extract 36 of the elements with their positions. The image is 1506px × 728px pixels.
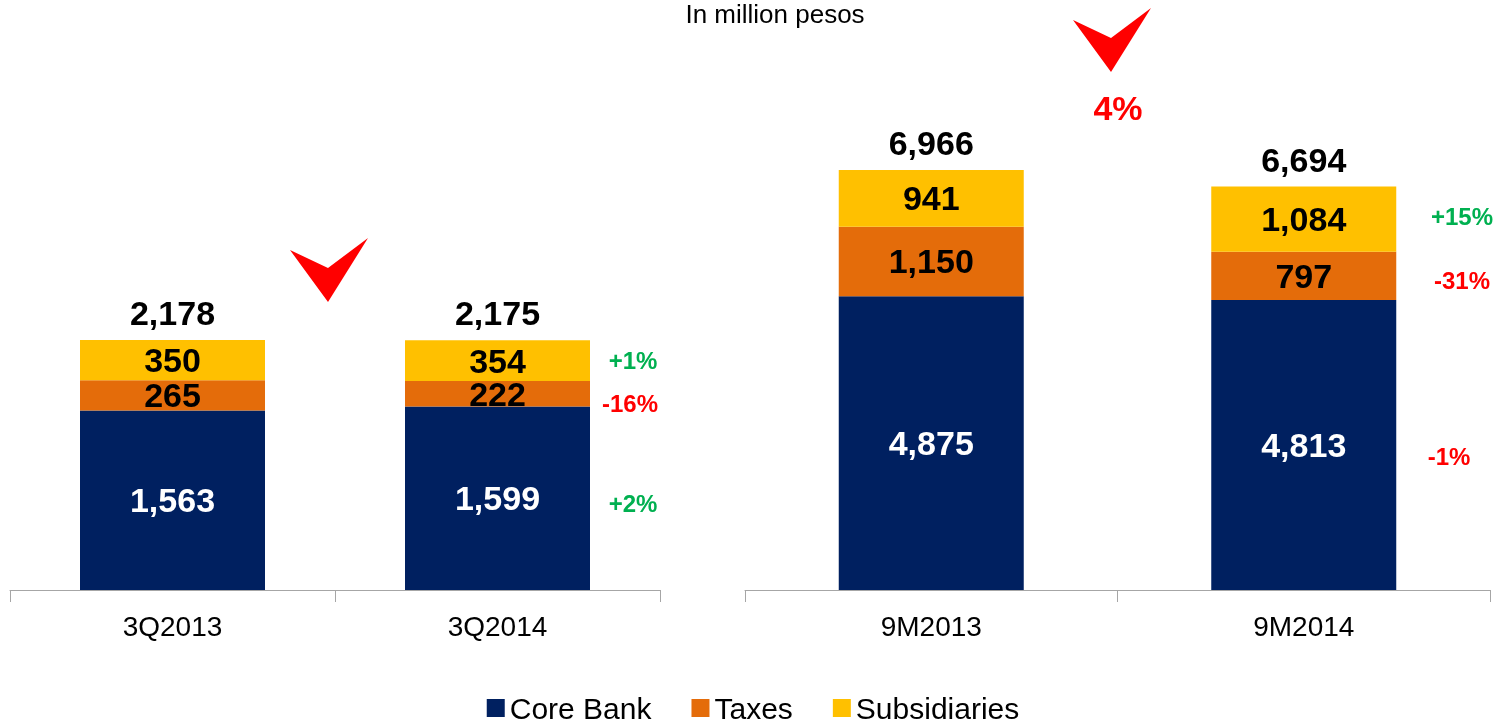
legend-label: Taxes <box>714 691 793 725</box>
bar <box>1211 299 1397 590</box>
text: 4% <box>1093 89 1143 127</box>
bar <box>1211 186 1397 252</box>
data-label: 4,875 <box>888 424 974 463</box>
data-label: 941 <box>902 179 960 218</box>
data-label: 4,813 <box>1261 425 1347 464</box>
data-label: 1,599 <box>454 479 541 518</box>
annotation: +2% <box>608 489 658 517</box>
bar <box>838 170 1024 227</box>
data-label: 797 <box>1275 256 1333 295</box>
x-tick-label: 9M2013 <box>880 610 982 642</box>
total-label: 6,694 <box>1261 140 1347 179</box>
legend-label: Subsidiaries <box>855 691 1020 725</box>
bar <box>405 340 590 381</box>
annotation: -31% <box>1433 266 1491 294</box>
legend-label: Core Bank <box>509 691 653 725</box>
x-tick-label: 3Q2014 <box>447 610 548 642</box>
data-label: 1,084 <box>1261 200 1347 239</box>
total-label: 6,966 <box>888 124 974 163</box>
total-label: 2,175 <box>454 294 541 333</box>
chart-title: In million pesos <box>685 0 865 29</box>
x-tick-label: 9M2014 <box>1253 610 1355 642</box>
data-label: 1,150 <box>888 242 974 281</box>
bar <box>405 406 590 590</box>
x-tick-label: 3Q2013 <box>122 610 223 642</box>
bar <box>80 410 265 590</box>
data-label: 1,563 <box>129 481 216 520</box>
annotation: -16% <box>601 389 659 417</box>
bar <box>1211 251 1397 300</box>
annotation: +1% <box>608 346 658 374</box>
annotation: -1% <box>1427 442 1471 470</box>
bar <box>838 226 1024 297</box>
total-label: 2,178 <box>129 294 216 332</box>
bar <box>838 296 1024 590</box>
annotation: +15% <box>1430 202 1494 230</box>
